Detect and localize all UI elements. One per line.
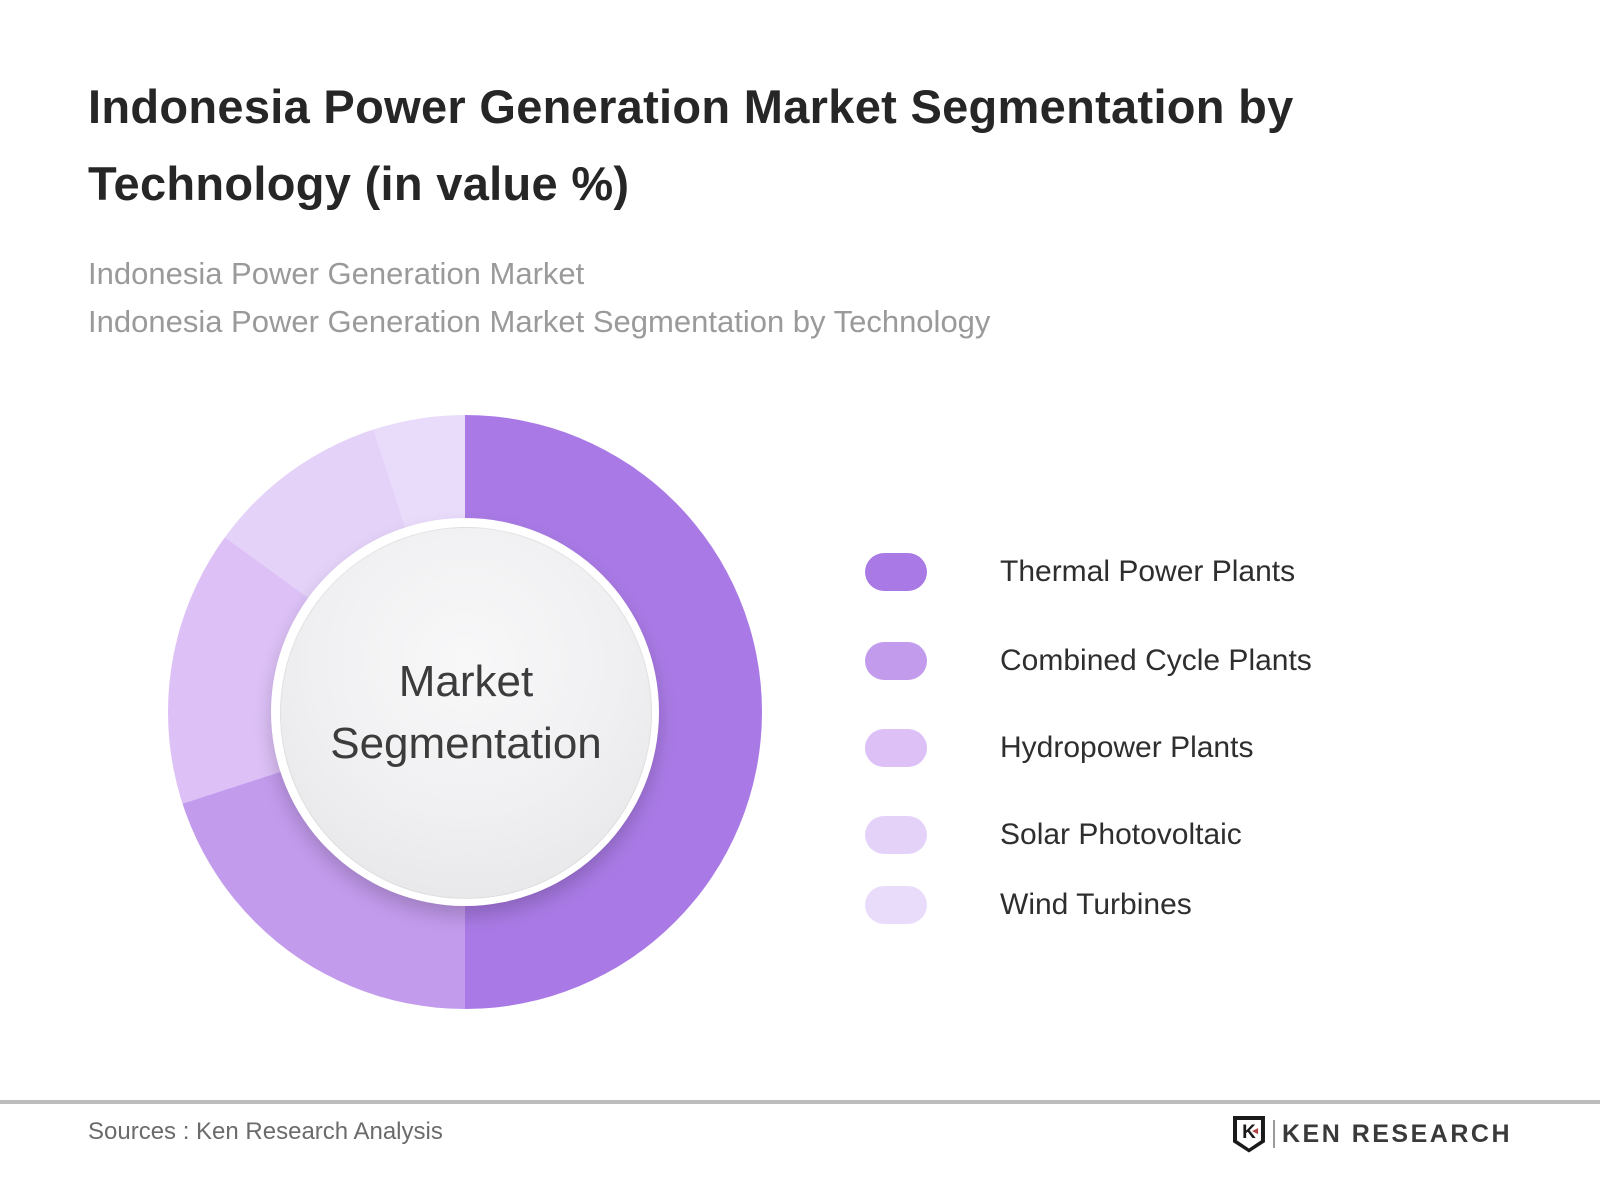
sources-note: Sources : Ken Research Analysis (88, 1118, 443, 1145)
brand-shield-inner: K ◄ (1236, 1119, 1261, 1149)
page-title: Indonesia Power Generation Market Segmen… (88, 68, 1488, 222)
brand-divider-bar (1272, 1120, 1275, 1148)
page-title-line-2: Technology (in value %) (88, 157, 630, 210)
subtitle-line-2: Indonesia Power Generation Market Segmen… (88, 304, 991, 339)
legend-label: Solar Photovoltaic (1000, 818, 1242, 851)
footer-divider (0, 1100, 1600, 1104)
ken-research-logo: K ◄ KEN RESEARCH (1232, 1114, 1512, 1154)
chart-legend: Thermal Power Plants Combined Cycle Plant… (865, 553, 1485, 924)
page-title-line-1: Indonesia Power Generation Market Segmen… (88, 80, 1294, 133)
legend-swatch-icon (865, 886, 927, 924)
center-label-line-2: Segmentation (330, 719, 602, 768)
legend-swatch-icon (865, 816, 927, 854)
brand-shield-icon: K ◄ (1232, 1115, 1265, 1153)
center-label-line-1: Market (398, 657, 534, 706)
legend-item: Wind Turbines (865, 886, 1485, 924)
legend-swatch-icon (865, 553, 927, 591)
legend-item: Combined Cycle Plants (865, 642, 1485, 680)
legend-swatch-icon (865, 642, 927, 680)
donut-center: Market Segmentation (280, 527, 652, 899)
legend-label: Hydropower Plants (1000, 731, 1254, 764)
brand-shield-letter: K (1242, 1121, 1256, 1143)
legend-swatch-icon (865, 729, 927, 767)
page-subtitle: Indonesia Power Generation Market Indone… (88, 250, 1488, 346)
subtitle-line-1: Indonesia Power Generation Market (88, 256, 585, 291)
legend-item: Hydropower Plants (865, 729, 1485, 767)
brand-arrow-icon: ◄ (1250, 1125, 1260, 1137)
legend-item: Thermal Power Plants (865, 553, 1485, 591)
legend-item: Solar Photovoltaic (865, 816, 1485, 854)
legend-label: Wind Turbines (1000, 888, 1192, 921)
brand-name: KEN RESEARCH (1281, 1119, 1512, 1148)
donut-chart: Market Segmentation (168, 415, 762, 1009)
legend-label: Thermal Power Plants (1000, 555, 1296, 588)
legend-label: Combined Cycle Plants (1000, 644, 1312, 677)
donut-center-label: Market Segmentation (330, 651, 602, 775)
